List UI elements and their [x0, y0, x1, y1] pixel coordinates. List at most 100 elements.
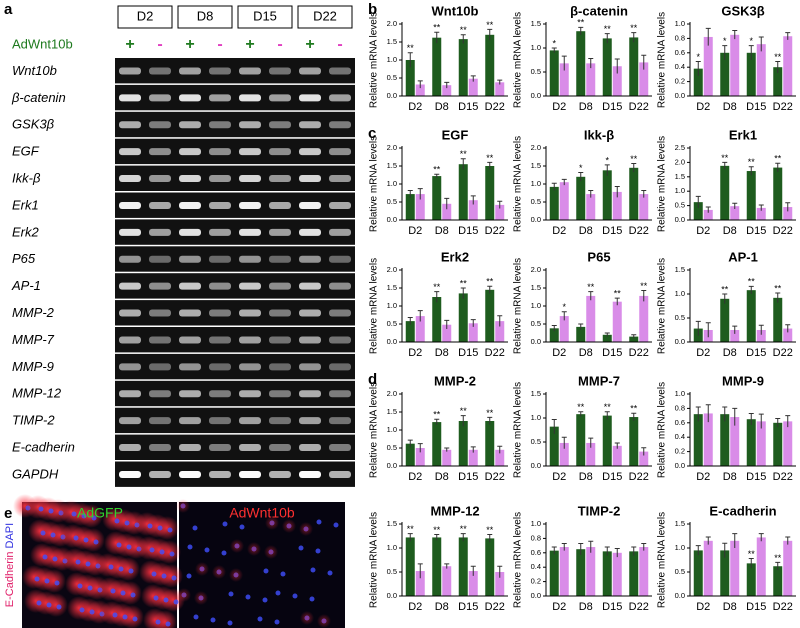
stain — [26, 495, 50, 519]
significance: ** — [486, 525, 494, 535]
error-bar — [732, 407, 738, 426]
gel-band — [329, 470, 351, 478]
chart-title: Erk1 — [729, 127, 757, 142]
bar — [602, 415, 612, 466]
nucleus — [56, 604, 62, 610]
gel-band — [149, 228, 171, 236]
bar — [495, 572, 505, 596]
significance: ** — [774, 283, 782, 293]
error-bar — [417, 563, 423, 579]
significance: ** — [748, 549, 756, 559]
y-tick-label: 0.4 — [531, 562, 541, 571]
y-tick-label: 1.5 — [675, 172, 685, 181]
significance: ** — [433, 525, 441, 535]
gel-band — [329, 390, 351, 398]
y-axis-label: Relative mRNA levels — [657, 382, 668, 478]
image-ylabel-part: E-Cadherin — [4, 552, 16, 608]
nucleus — [126, 544, 132, 550]
gel-band — [119, 390, 141, 398]
gel-band — [179, 201, 201, 209]
gel-band — [209, 282, 231, 290]
gene-label: Ikk-β — [12, 170, 41, 185]
gel-band — [299, 470, 321, 478]
error-bar — [705, 206, 711, 213]
sign: + — [185, 36, 194, 53]
bar — [415, 84, 425, 96]
stain — [265, 516, 279, 530]
x-tick-label: D8 — [435, 101, 449, 113]
bar — [612, 552, 622, 596]
nucleus — [227, 620, 233, 626]
y-tick-label: 2.5 — [675, 143, 685, 152]
significance: ** — [721, 284, 729, 294]
y-tick-label: 1.5 — [387, 37, 397, 46]
bar — [468, 449, 478, 466]
bar — [720, 414, 730, 466]
y-tick-label: 1.0 — [387, 543, 397, 552]
error-bar — [614, 547, 620, 558]
nucleus — [262, 597, 268, 603]
gel-band — [179, 94, 201, 102]
error-bar — [785, 32, 791, 40]
nucleus — [333, 522, 339, 528]
error-bar — [487, 161, 493, 170]
gel-band — [299, 363, 321, 371]
y-tick-label: 2.0 — [387, 389, 397, 398]
nucleus — [292, 593, 298, 599]
gel-band — [179, 175, 201, 183]
panel-letter: c — [368, 125, 376, 142]
y-tick-label: 0.0 — [387, 461, 397, 470]
bar — [549, 328, 559, 342]
y-tick-label: 0.4 — [675, 62, 685, 71]
y-tick-label: 0.0 — [675, 215, 685, 224]
y-axis-label: Relative mRNA levels — [369, 512, 380, 608]
gel-band — [179, 336, 201, 344]
chart-title: GSK3β — [721, 3, 764, 18]
nucleus — [157, 525, 163, 531]
significance: ** — [433, 282, 441, 292]
significance: ** — [748, 277, 756, 287]
axes — [401, 22, 508, 97]
gel-band — [209, 228, 231, 236]
y-axis-label: Relative mRNA levels — [513, 258, 524, 354]
error-bar — [417, 80, 423, 89]
error-bar — [614, 297, 620, 306]
error-bar — [748, 558, 754, 569]
bar — [495, 449, 505, 466]
error-bar — [604, 332, 610, 337]
gel-band — [269, 282, 291, 290]
x-tick-label: D8 — [579, 601, 593, 613]
y-tick-label: 1.5 — [387, 407, 397, 416]
error-bar — [604, 33, 610, 44]
gel-band — [329, 417, 351, 425]
sign: + — [125, 36, 134, 53]
x-tick-label: D15 — [458, 347, 478, 359]
stain — [299, 522, 313, 536]
error-bar — [631, 546, 637, 556]
gel-band — [299, 175, 321, 183]
gel-band — [179, 148, 201, 156]
day-box — [297, 5, 353, 29]
nucleus — [309, 596, 315, 602]
nucleus — [147, 523, 153, 529]
y-tick-label: 0.8 — [531, 533, 541, 542]
x-tick-label: D2 — [408, 225, 422, 237]
nucleus — [130, 592, 136, 598]
error-bar — [417, 310, 423, 322]
axes — [545, 22, 652, 97]
error-bar — [614, 442, 620, 449]
y-axis-label: Relative mRNA levels — [513, 512, 524, 608]
bar — [720, 52, 730, 96]
nucleus — [79, 607, 85, 613]
x-tick-label: D2 — [696, 101, 710, 113]
stain — [104, 531, 128, 555]
gel-band — [299, 417, 321, 425]
bar — [720, 550, 730, 596]
axes — [689, 268, 796, 343]
day-box — [117, 5, 173, 29]
error-bar — [631, 162, 637, 173]
nucleus — [89, 609, 95, 615]
y-tick-label: 0.6 — [675, 418, 685, 427]
significance: ** — [630, 23, 638, 33]
bar — [432, 537, 442, 596]
